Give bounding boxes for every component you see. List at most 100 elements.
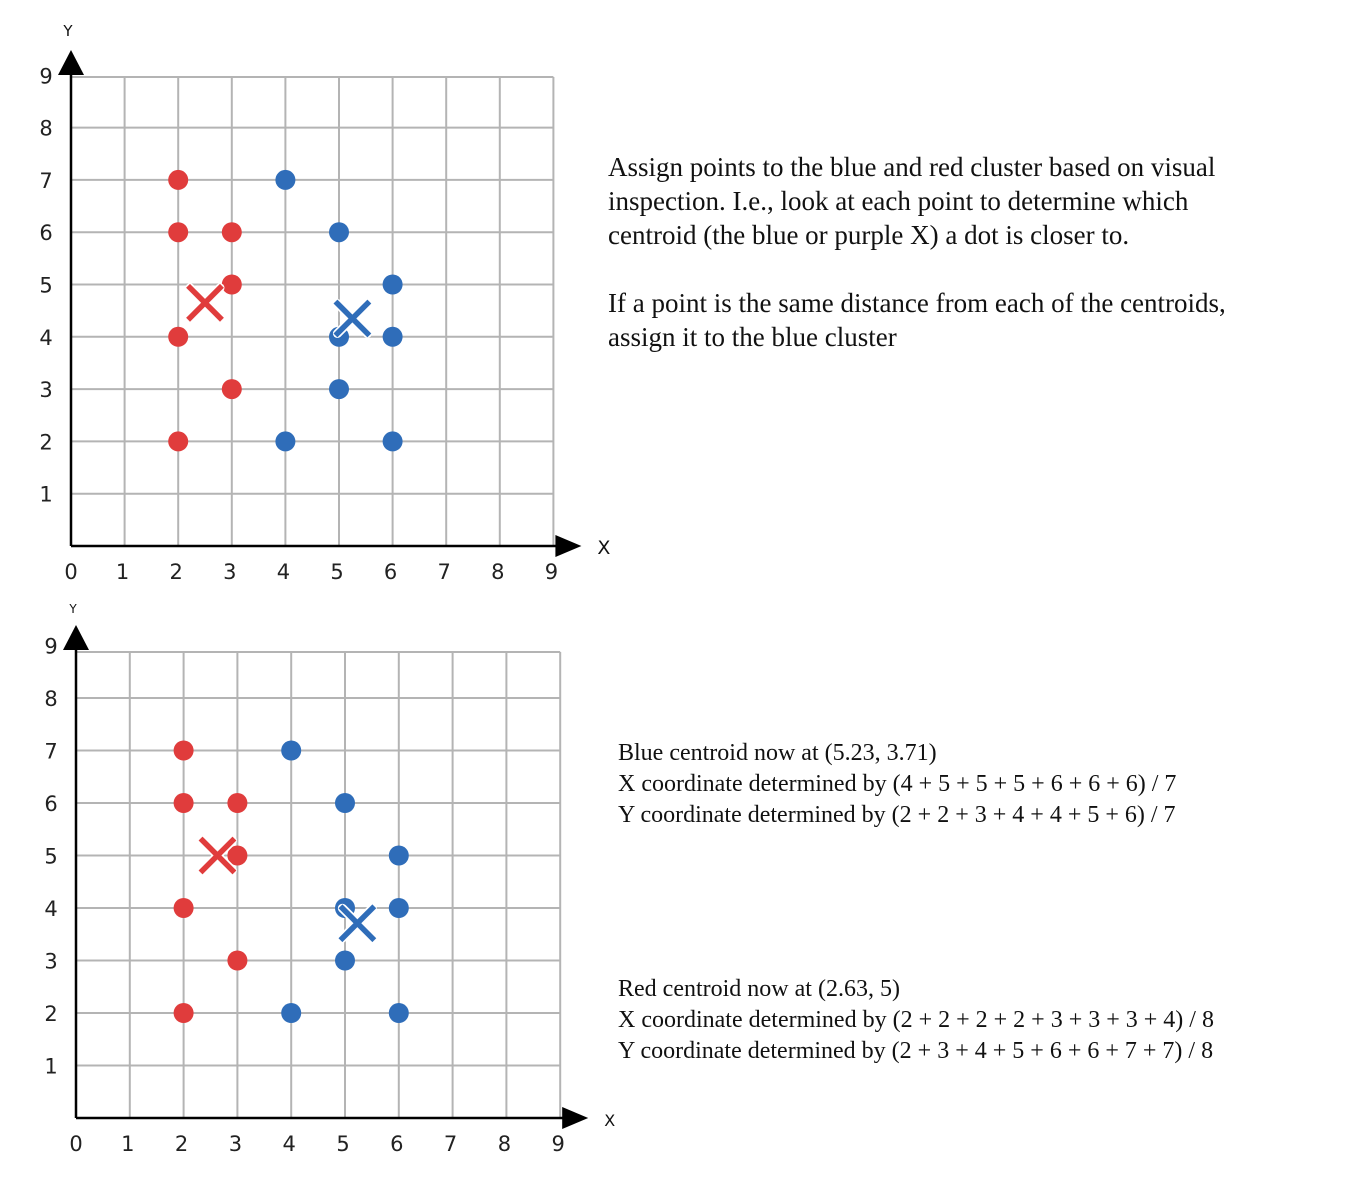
centroid-x-stroke <box>338 904 377 943</box>
blue-data-point <box>275 431 296 452</box>
x-tick-label: 8 <box>498 1132 511 1156</box>
x-tick-label: 9 <box>545 560 558 584</box>
y-tick-label: 3 <box>39 378 52 402</box>
blue-data-point <box>281 1003 302 1023</box>
blue-data-point <box>388 1003 409 1023</box>
x-tick-label: 2 <box>175 1132 188 1156</box>
x-tick-label: 7 <box>444 1132 457 1156</box>
x-tick-label: 9 <box>552 1132 565 1156</box>
red-data-point <box>221 379 242 400</box>
y-tick-label: 2 <box>44 1002 57 1026</box>
x-tick-label: 1 <box>116 560 129 584</box>
y-tick-label: 5 <box>44 845 57 869</box>
red-data-point <box>227 793 248 813</box>
y-tick-label: 2 <box>39 430 52 454</box>
y-tick-label: 8 <box>44 687 57 711</box>
instructions-text: Assign points to the blue and red cluste… <box>608 150 1328 354</box>
centroid-x-stroke <box>333 299 372 338</box>
blue-data-point <box>388 898 409 918</box>
y-tick-label: 7 <box>44 740 57 764</box>
scatter-plot-initial-centroids: X Y 0 1 2 3 4 5 6 7 8 9 1 2 3 4 5 6 7 8 9 <box>0 0 620 600</box>
red-data-point <box>227 845 248 866</box>
x-tick-label: 3 <box>229 1132 242 1156</box>
red-x-formula: X coordinate determined by (2 + 2 + 2 + … <box>618 1007 1214 1033</box>
blue-data-point <box>382 274 403 295</box>
blue-data-point <box>275 169 296 190</box>
blue-data-point <box>335 950 355 971</box>
red-centroid-x-marker <box>185 283 225 323</box>
centroid-x-stroke <box>198 836 237 875</box>
red-data-point <box>221 222 242 243</box>
instructions-paragraph-2: If a point is the same distance from eac… <box>608 286 1328 354</box>
instructions-paragraph-1: Assign points to the blue and red cluste… <box>608 150 1328 252</box>
y-tick-label: 6 <box>44 792 57 816</box>
blue-data-point <box>388 845 409 866</box>
y-tick-label: 5 <box>39 274 52 298</box>
instructions-line: Assign points to the blue and red cluste… <box>608 152 1216 182</box>
red-data-point <box>173 898 194 918</box>
blue-x-formula: X coordinate determined by (4 + 5 + 5 + … <box>618 771 1177 797</box>
x-tick-label: 4 <box>283 1132 296 1156</box>
centroid-x-stroke <box>186 283 224 322</box>
blue-data-point <box>281 740 302 761</box>
red-data-point <box>168 326 189 347</box>
x-tick-label: 1 <box>121 1132 134 1156</box>
x-tick-label: 2 <box>170 560 183 584</box>
red-data-point <box>173 1003 194 1023</box>
x-tick-label: 0 <box>69 1132 82 1156</box>
y-axis-label: Y <box>62 22 73 40</box>
y-tick-label: 9 <box>39 64 52 88</box>
plot-canvas: X Y 0 1 2 3 4 5 6 7 8 9 1 2 3 4 5 6 7 8 9 <box>44 602 615 1156</box>
y-tick-label: 4 <box>39 326 52 350</box>
red-data-point <box>173 740 194 761</box>
x-axis-label: X <box>604 1111 615 1130</box>
blue-data-point <box>382 431 403 452</box>
red-centroid-line: Red centroid now at (2.63, 5) <box>618 976 900 1002</box>
x-tick-label: 0 <box>64 560 77 584</box>
x-tick-label: 3 <box>223 560 236 584</box>
blue-centroid-x-marker <box>337 903 377 943</box>
x-axis-label: X <box>597 537 610 559</box>
instructions-line: centroid (the blue or purple X) a dot is… <box>608 220 1130 250</box>
x-tick-label: 5 <box>336 1132 349 1156</box>
blue-centroid-line: Blue centroid now at (5.23, 3.71) <box>618 740 937 766</box>
instructions-line: assign it to the blue cluster <box>608 322 897 352</box>
instructions-line: inspection. I.e., look at each point to … <box>608 186 1189 216</box>
x-tick-label: 5 <box>330 560 343 584</box>
x-axis-arrow <box>562 1107 589 1129</box>
x-tick-label: 7 <box>438 560 451 584</box>
blue-y-formula: Y coordinate determined by (2 + 2 + 3 + … <box>618 802 1176 828</box>
x-tick-label: 4 <box>277 560 290 584</box>
y-axis-arrow <box>63 625 89 650</box>
red-data-point <box>173 793 194 813</box>
y-tick-label: 1 <box>39 483 52 507</box>
y-axis-label: Y <box>68 602 77 616</box>
x-tick-label: 8 <box>491 560 504 584</box>
red-data-point <box>168 222 189 243</box>
y-tick-label: 9 <box>44 635 57 659</box>
red-centroid-explanation: Red centroid now at (2.63, 5) X coordina… <box>618 974 1318 1067</box>
blue-data-point <box>382 326 403 347</box>
blue-centroid-explanation: Blue centroid now at (5.23, 3.71) X coor… <box>618 738 1318 831</box>
y-tick-label: 8 <box>39 117 52 141</box>
y-tick-label: 3 <box>44 950 57 974</box>
blue-data-point <box>335 793 355 813</box>
y-tick-label: 4 <box>44 897 57 921</box>
red-data-point <box>227 950 248 971</box>
y-axis-arrow <box>58 50 84 75</box>
y-tick-label: 1 <box>44 1055 57 1079</box>
red-y-formula: Y coordinate determined by (2 + 3 + 4 + … <box>618 1038 1214 1064</box>
x-tick-label: 6 <box>390 1132 403 1156</box>
red-data-point <box>168 431 189 452</box>
y-tick-label: 7 <box>39 169 52 193</box>
red-data-point <box>221 274 242 295</box>
blue-data-point <box>329 222 349 243</box>
blue-centroid-x-marker <box>332 298 372 338</box>
blue-data-point <box>329 379 349 400</box>
x-axis-arrow <box>555 535 582 557</box>
instructions-line: If a point is the same distance from eac… <box>608 288 1226 318</box>
plot-canvas: X Y 0 1 2 3 4 5 6 7 8 9 1 2 3 4 5 6 7 8 9 <box>39 22 610 584</box>
red-centroid-x-marker <box>197 836 237 875</box>
x-tick-label: 6 <box>384 560 397 584</box>
y-tick-label: 6 <box>39 221 52 245</box>
